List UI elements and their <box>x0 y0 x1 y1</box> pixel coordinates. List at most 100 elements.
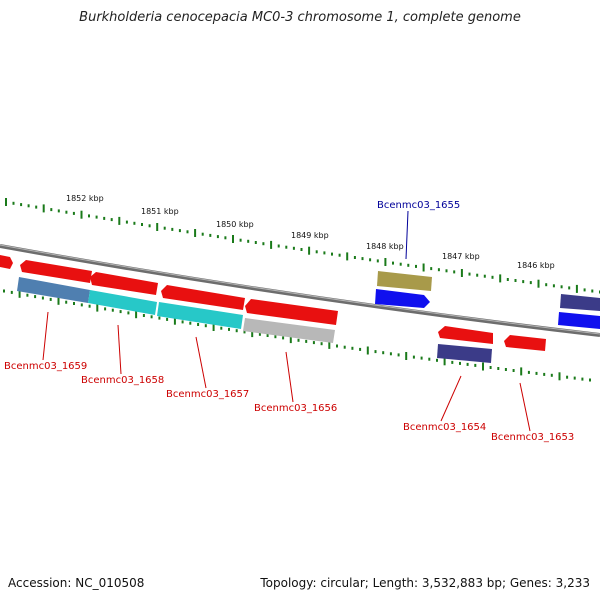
minor-tick <box>514 279 517 282</box>
gene-label-1654[interactable]: Bcenmc03_1654 <box>403 422 486 433</box>
leader-line-1656 <box>285 351 294 403</box>
minor-tick <box>453 270 456 274</box>
minor-tick <box>247 239 250 243</box>
minor-tick <box>353 256 356 259</box>
minor-tick <box>323 251 326 255</box>
major-tick <box>520 367 523 376</box>
major-tick <box>537 279 540 288</box>
minor-tick <box>189 321 192 325</box>
lower-strand-genes <box>17 277 492 363</box>
minor-tick <box>466 362 469 366</box>
gene-arrow-1656[interactable] <box>243 318 335 343</box>
minor-tick <box>34 295 37 299</box>
gene-arrow[interactable] <box>375 289 430 308</box>
minor-tick <box>436 358 438 362</box>
major-tick <box>443 357 446 366</box>
gene-arrow[interactable] <box>504 335 546 351</box>
major-tick <box>42 204 45 213</box>
minor-tick <box>491 275 494 279</box>
leader-line-1653 <box>519 382 531 432</box>
gene-arrow-1659[interactable] <box>17 277 90 303</box>
major-tick <box>499 274 502 283</box>
minor-tick <box>392 261 394 265</box>
minor-tick <box>103 216 106 220</box>
minor-tick <box>88 304 91 308</box>
minor-tick <box>407 263 410 267</box>
minor-tick <box>552 284 555 288</box>
gene-label-1656[interactable]: Bcenmc03_1656 <box>254 403 337 414</box>
minor-tick <box>95 215 98 219</box>
minor-tick <box>258 332 261 336</box>
major-tick <box>384 258 387 266</box>
minor-tick <box>497 367 500 370</box>
outer-tick-ring <box>5 198 600 294</box>
gene-arrow[interactable] <box>20 260 92 283</box>
minor-tick <box>277 244 280 248</box>
major-tick <box>558 372 561 381</box>
major-tick <box>405 352 408 360</box>
gene-arrow[interactable] <box>90 272 158 295</box>
gene-label-1655[interactable]: Bcenmc03_1655 <box>377 200 460 211</box>
minor-tick <box>197 323 200 326</box>
minor-tick <box>201 232 204 236</box>
minor-tick <box>12 201 15 205</box>
map-title: Burkholderia cenocepacia MC0-3 chromosom… <box>79 10 521 25</box>
minor-tick <box>459 361 461 365</box>
major-tick <box>18 289 21 298</box>
gene-arrow[interactable] <box>245 299 338 325</box>
gene-arrow[interactable] <box>161 285 245 310</box>
gene-arrow[interactable] <box>0 255 13 269</box>
gene-arrow[interactable] <box>558 312 600 329</box>
gene-label-1657[interactable]: Bcenmc03_1657 <box>166 389 249 400</box>
major-tick <box>232 235 234 243</box>
tick-label-1846: 1846 kbp <box>517 261 555 270</box>
minor-tick <box>474 363 477 367</box>
major-tick <box>135 310 138 319</box>
gene-arrow[interactable] <box>438 326 493 344</box>
minor-tick <box>338 253 341 257</box>
chromosome-backbone <box>0 244 600 337</box>
gene-arrow-1654[interactable] <box>437 344 492 363</box>
minor-tick <box>522 280 525 284</box>
major-tick <box>156 223 159 231</box>
minor-tick <box>351 346 354 350</box>
minor-tick <box>285 245 288 249</box>
tick-label-1849: 1849 kbp <box>291 231 329 240</box>
minor-tick <box>80 303 83 307</box>
minor-tick <box>292 246 295 250</box>
accession-label: Accession: NC_010508 <box>8 576 145 590</box>
minor-tick <box>166 317 169 321</box>
minor-tick <box>133 221 136 225</box>
minor-tick <box>3 289 5 293</box>
minor-tick <box>489 366 492 369</box>
minor-tick <box>361 257 364 261</box>
gene-arrow[interactable] <box>560 294 600 311</box>
minor-tick <box>389 352 392 356</box>
minor-tick <box>468 272 471 276</box>
gene-label-1658[interactable]: Bcenmc03_1658 <box>81 375 164 386</box>
major-tick <box>96 303 99 312</box>
major-tick <box>251 329 254 338</box>
major-tick <box>194 229 197 237</box>
gene-label-1653[interactable]: Bcenmc03_1653 <box>491 432 574 443</box>
minor-tick <box>397 353 400 357</box>
gene-arrow-1655[interactable] <box>377 271 432 291</box>
minor-tick <box>20 203 23 207</box>
minor-tick <box>504 368 507 371</box>
minor-tick <box>220 326 223 330</box>
gene-arrow-1657[interactable] <box>157 302 243 329</box>
leader-lines <box>42 210 531 432</box>
minor-tick <box>125 220 128 224</box>
minor-tick <box>73 302 75 305</box>
major-tick <box>366 346 369 355</box>
major-tick <box>173 316 176 325</box>
minor-tick <box>204 324 207 328</box>
minor-tick <box>224 236 227 240</box>
gene-label-1659[interactable]: Bcenmc03_1659 <box>4 361 87 372</box>
gene-arrow-1658[interactable] <box>88 290 157 315</box>
minor-tick <box>171 227 174 231</box>
major-tick <box>289 335 292 344</box>
minor-tick <box>57 209 60 213</box>
minor-tick <box>545 283 548 287</box>
